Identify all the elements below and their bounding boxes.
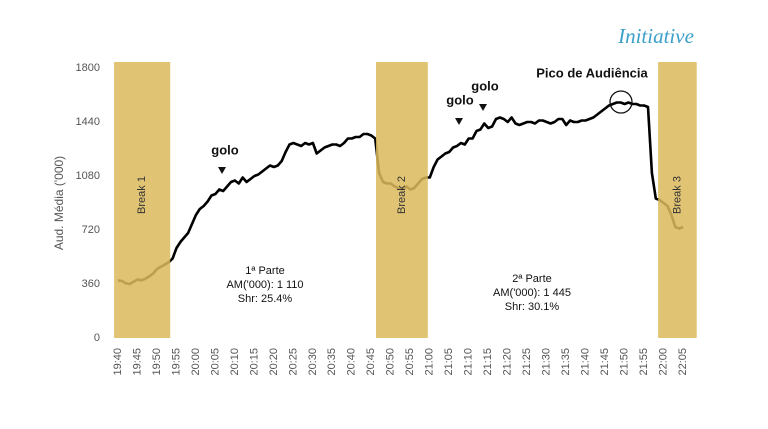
x-tick-label: 21:40	[580, 348, 592, 376]
x-tick-label: 21:45	[599, 348, 611, 376]
x-tick-label: 21:15	[482, 348, 494, 376]
x-tick-label: 21:55	[638, 348, 650, 376]
part-note: AM('000): 1 110	[226, 279, 303, 291]
x-tick-label: 19:55	[170, 348, 182, 376]
break-label: Break 1	[136, 176, 148, 214]
part-note: Shr: 30.1%	[505, 301, 560, 313]
break-label: Break 2	[396, 176, 408, 214]
annotation-arrow	[455, 118, 463, 125]
y-tick-label: 720	[82, 224, 100, 236]
x-tick-label: 21:35	[560, 348, 572, 376]
peak-marker	[609, 90, 633, 114]
annotation-arrow	[218, 167, 226, 174]
x-tick-label: 20:10	[229, 348, 241, 376]
x-tick-label: 20:40	[346, 348, 358, 376]
y-axis-label: Aud. Média ('000)	[52, 156, 66, 250]
x-tick-label: 19:45	[131, 348, 143, 376]
x-tick-label: 20:55	[404, 348, 416, 376]
x-tick-label: 20:20	[268, 348, 280, 376]
break-band	[658, 62, 697, 338]
x-tick-label: 20:00	[190, 348, 202, 376]
logo: Initiative	[617, 24, 694, 48]
x-tick-label: 20:15	[248, 348, 260, 376]
part-note: 2ª Parte	[512, 273, 552, 285]
annotation: golo	[211, 142, 238, 157]
annotation: golo	[446, 92, 473, 107]
x-tick-label: 21:25	[521, 348, 533, 376]
x-tick-label: 21:30	[541, 348, 553, 376]
break-band	[114, 62, 171, 338]
x-tick-label: 20:45	[365, 348, 377, 376]
y-tick-label: 0	[94, 332, 100, 344]
break-label: Break 3	[671, 176, 683, 214]
x-tick-label: 20:05	[209, 348, 221, 376]
part-note: 1ª Parte	[245, 265, 285, 277]
y-tick-label: 1080	[76, 170, 100, 182]
x-tick-label: 21:50	[619, 348, 631, 376]
x-tick-label: 22:00	[657, 348, 669, 376]
part-note: Shr: 25.4%	[238, 293, 293, 305]
x-tick-label: 19:50	[151, 348, 163, 376]
y-tick-label: 1440	[76, 116, 100, 128]
x-tick-label: 21:00	[424, 348, 436, 376]
x-tick-label: 20:25	[287, 348, 299, 376]
annotation: Pico de Audiência	[536, 65, 648, 80]
x-tick-label: 20:50	[385, 348, 397, 376]
x-tick-label: 20:30	[307, 348, 319, 376]
y-tick-label: 360	[82, 278, 100, 290]
annotation: golo	[471, 78, 498, 93]
x-tick-label: 20:35	[326, 348, 338, 376]
x-tick-label: 21:05	[443, 348, 455, 376]
break-band	[375, 62, 428, 338]
x-tick-label: 22:05	[677, 348, 689, 376]
part-note: AM('000): 1 445	[493, 287, 571, 299]
x-tick-label: 19:40	[112, 348, 124, 376]
x-tick-label: 21:10	[463, 348, 475, 376]
x-tick-label: 21:20	[502, 348, 514, 376]
y-tick-label: 1800	[76, 62, 100, 74]
annotation-arrow	[479, 104, 487, 111]
